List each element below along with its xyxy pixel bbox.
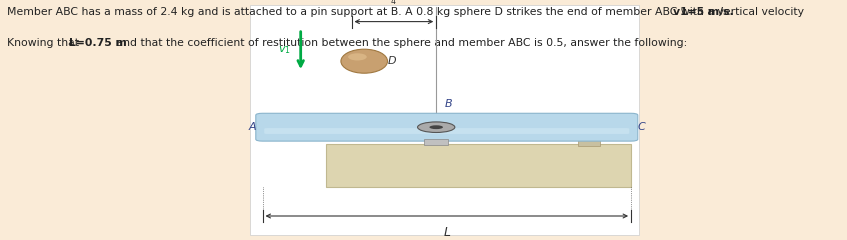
Ellipse shape xyxy=(348,53,367,60)
Text: B: B xyxy=(445,99,452,109)
Text: A: A xyxy=(249,122,257,132)
Text: Knowing that: Knowing that xyxy=(7,38,82,48)
FancyBboxPatch shape xyxy=(256,113,638,141)
Bar xyxy=(250,5,639,235)
Circle shape xyxy=(418,122,455,132)
Text: and that the coefficient of restitution between the sphere and member ABC is 0.5: and that the coefficient of restitution … xyxy=(113,38,688,48)
Text: C: C xyxy=(638,122,645,132)
Bar xyxy=(424,139,448,145)
Text: L=0.75 m: L=0.75 m xyxy=(69,38,126,48)
Text: Member ABC has a mass of 2.4 kg and is attached to a pin support at B. A 0.8 kg : Member ABC has a mass of 2.4 kg and is a… xyxy=(7,7,807,17)
Text: $L$: $L$ xyxy=(443,226,451,239)
Circle shape xyxy=(429,125,443,129)
Text: D: D xyxy=(388,56,396,66)
Bar xyxy=(578,137,600,146)
Ellipse shape xyxy=(340,49,388,73)
Text: $\frac{L}{4}$: $\frac{L}{4}$ xyxy=(390,0,397,8)
Bar xyxy=(326,144,631,187)
Text: v1=5 m/s.: v1=5 m/s. xyxy=(673,7,734,17)
FancyBboxPatch shape xyxy=(264,128,629,134)
Text: $v_1$: $v_1$ xyxy=(278,44,291,56)
